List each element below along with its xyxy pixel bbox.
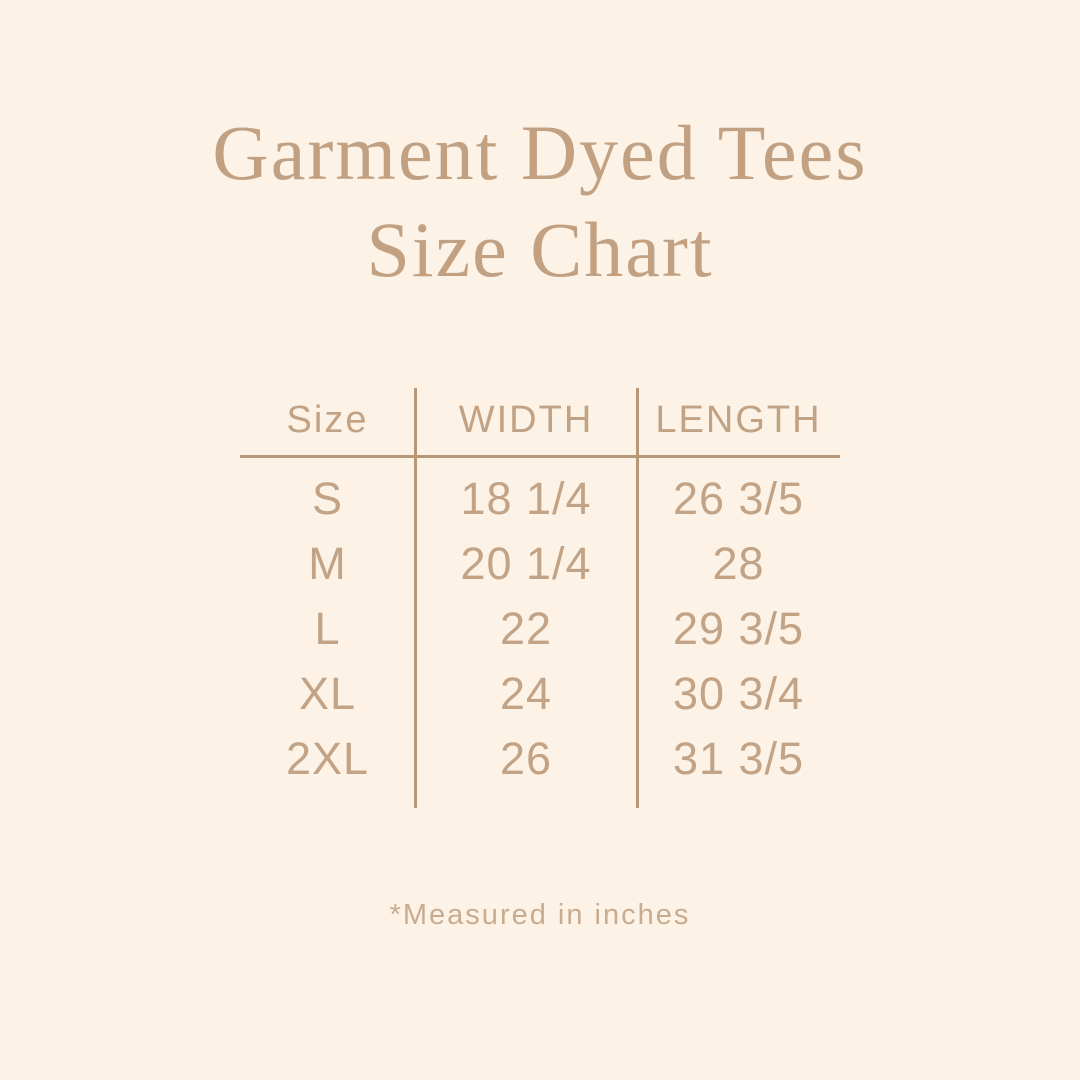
cell-length: 29 3/5 [672,602,805,654]
cell-size: XL [298,667,357,719]
cell-length: 26 3/5 [672,472,805,524]
table-body: S 18 1/4 26 3/5 M 20 1/4 28 L 22 29 3/5 XL 24 30 3/… [240,466,840,791]
table-row: 2XL 26 31 3/5 [240,726,840,791]
cell-size: 2XL [285,732,370,784]
cell-size: M [308,537,347,589]
cell-width: 24 [499,667,553,719]
table-row: M 20 1/4 28 [240,531,840,596]
cell-width: 26 [499,732,553,784]
cell-size: L [314,602,341,654]
cell-width: 18 1/4 [460,472,592,524]
page-title: Garment Dyed Tees Size Chart [0,104,1080,298]
column-divider-1 [414,388,417,808]
table-header-row: Size WIDTH LENGTH [240,388,840,452]
table-row: S 18 1/4 26 3/5 [240,466,840,531]
column-divider-2 [636,388,639,808]
footnote: *Measured in inches [389,899,691,931]
cell-width: 20 1/4 [460,537,592,589]
table-row: XL 24 30 3/4 [240,661,840,726]
cell-size: S [311,472,343,524]
cell-length: 28 [712,537,765,589]
header-length: LENGTH [655,398,822,441]
cell-length: 30 3/4 [672,667,805,719]
page-title-line2: Size Chart [366,206,714,293]
header-width: WIDTH [458,398,594,441]
cell-length: 31 3/5 [672,732,805,784]
size-chart-table: Size WIDTH LENGTH S 18 1/4 26 3/5 M 20 1/4 28… [240,388,840,808]
table-row: L 22 29 3/5 [240,596,840,661]
header-size: Size [286,398,369,441]
cell-width: 22 [499,602,553,654]
page-title-line1: Garment Dyed Tees [212,109,868,196]
header-divider-line [240,455,840,458]
